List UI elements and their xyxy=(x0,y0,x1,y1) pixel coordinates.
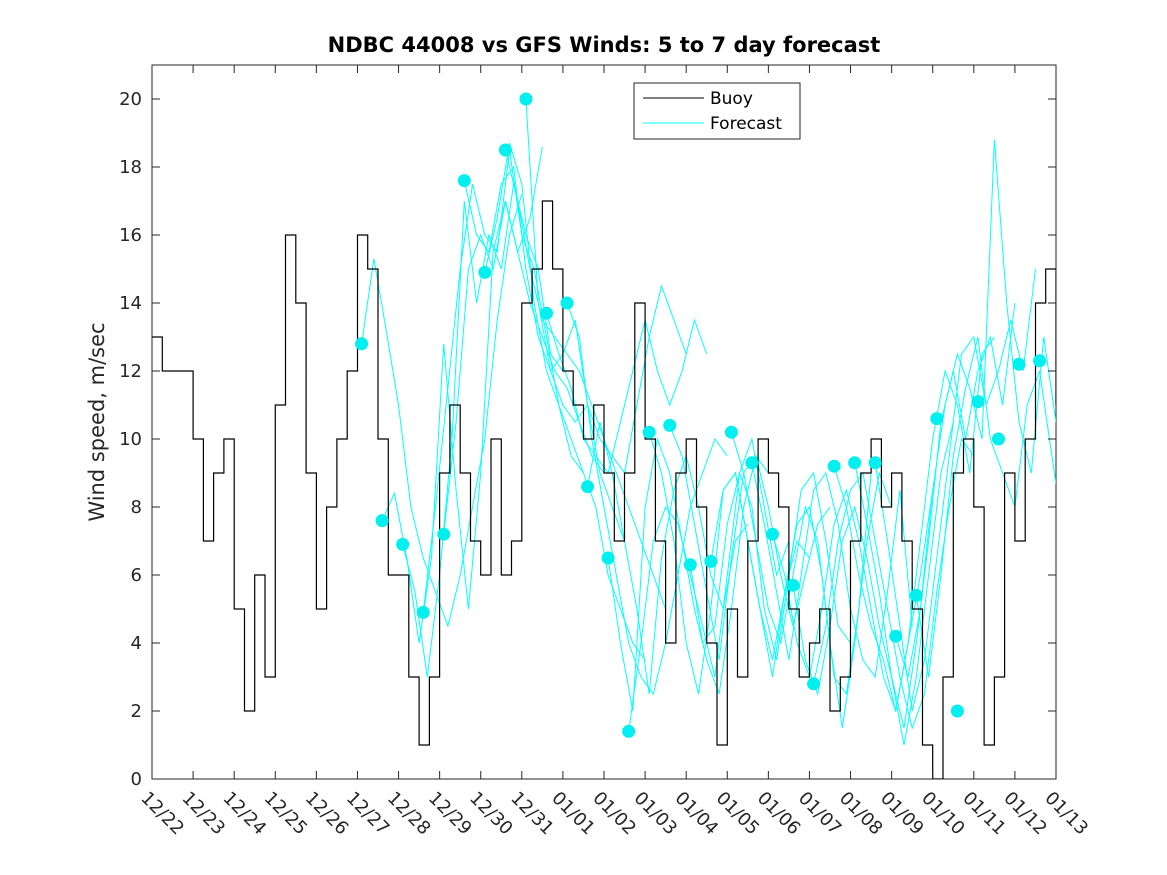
forecast-marker xyxy=(457,174,471,188)
y-axis-label: Wind speed, m/sec xyxy=(85,322,109,521)
buoy-line-group xyxy=(152,200,1056,779)
y-tick-label: 2 xyxy=(131,701,142,722)
y-tick-label: 16 xyxy=(119,225,142,246)
forecast-marker xyxy=(971,395,985,409)
forecast-line-19 xyxy=(730,432,893,729)
forecast-marker xyxy=(991,432,1005,446)
y-tick-label: 10 xyxy=(119,429,142,450)
forecast-marker xyxy=(519,92,533,106)
forecast-line-20 xyxy=(751,462,913,679)
plot-area xyxy=(151,64,1057,780)
forecast-marker xyxy=(416,605,430,619)
legend-box xyxy=(633,82,801,140)
forecast-marker xyxy=(807,677,821,691)
forecast-line-6 xyxy=(463,165,625,542)
forecast-marker xyxy=(622,724,636,738)
forecast-marker xyxy=(539,306,553,320)
forecast-line-27 xyxy=(895,139,1056,678)
forecast-marker xyxy=(930,412,944,426)
y-tick-label: 6 xyxy=(131,565,142,586)
forecast-marker xyxy=(560,296,574,310)
y-tick-label: 8 xyxy=(131,497,142,518)
forecast-marker xyxy=(683,558,697,572)
forecast-marker xyxy=(765,527,779,541)
forecast-marker xyxy=(437,527,451,541)
forecast-line-26 xyxy=(874,268,1036,712)
forecast-line-11 xyxy=(566,302,728,696)
forecast-marker xyxy=(745,456,759,470)
legend-buoy-label: Buoy xyxy=(710,89,753,109)
forecast-line-17 xyxy=(689,471,851,661)
y-tick-label: 20 xyxy=(119,89,142,110)
forecast-line-5 xyxy=(443,200,605,535)
forecast-line-13 xyxy=(607,437,769,712)
forecast-line-23 xyxy=(813,437,975,730)
y-tick-label: 0 xyxy=(131,769,142,790)
forecast-line-18 xyxy=(710,471,872,696)
forecast-line-25 xyxy=(854,302,1016,729)
forecast-marker xyxy=(498,143,512,157)
forecast-marker xyxy=(724,425,738,439)
forecast-marker xyxy=(1012,357,1026,371)
forecast-marker xyxy=(909,588,923,602)
y-tick-label: 12 xyxy=(119,361,142,382)
chart-title: NDBC 44008 vs GFS Winds: 5 to 7 day fore… xyxy=(328,33,881,57)
forecast-marker xyxy=(375,514,389,528)
forecast-marker xyxy=(663,418,677,432)
forecast-marker xyxy=(355,337,369,351)
buoy-line xyxy=(152,200,1056,779)
forecast-marker xyxy=(642,425,656,439)
forecast-marker xyxy=(868,456,882,470)
y-tick-label: 4 xyxy=(131,633,142,654)
forecast-marker xyxy=(1033,354,1047,368)
legend-forecast-label: Forecast xyxy=(710,114,782,134)
forecast-marker xyxy=(848,456,862,470)
forecast-line-1 xyxy=(361,194,523,628)
forecast-markers xyxy=(355,92,1047,738)
forecast-marker xyxy=(478,265,492,279)
forecast-line-28 xyxy=(915,336,1056,678)
forecast-marker xyxy=(786,578,800,592)
legend: Buoy Forecast xyxy=(633,82,801,140)
forecast-marker xyxy=(950,704,964,718)
forecast-marker xyxy=(581,480,595,494)
forecast-marker xyxy=(601,551,615,565)
forecast-marker xyxy=(704,554,718,568)
forecast-marker xyxy=(396,537,410,551)
y-tick-label: 14 xyxy=(119,293,142,314)
y-tick-label: 18 xyxy=(119,157,142,178)
forecast-line-4 xyxy=(422,149,584,613)
forecast-marker xyxy=(889,629,903,643)
forecast-marker xyxy=(827,459,841,473)
y-axis: 0 2 4 6 8 10 12 14 16 18 20 xyxy=(119,89,1056,790)
